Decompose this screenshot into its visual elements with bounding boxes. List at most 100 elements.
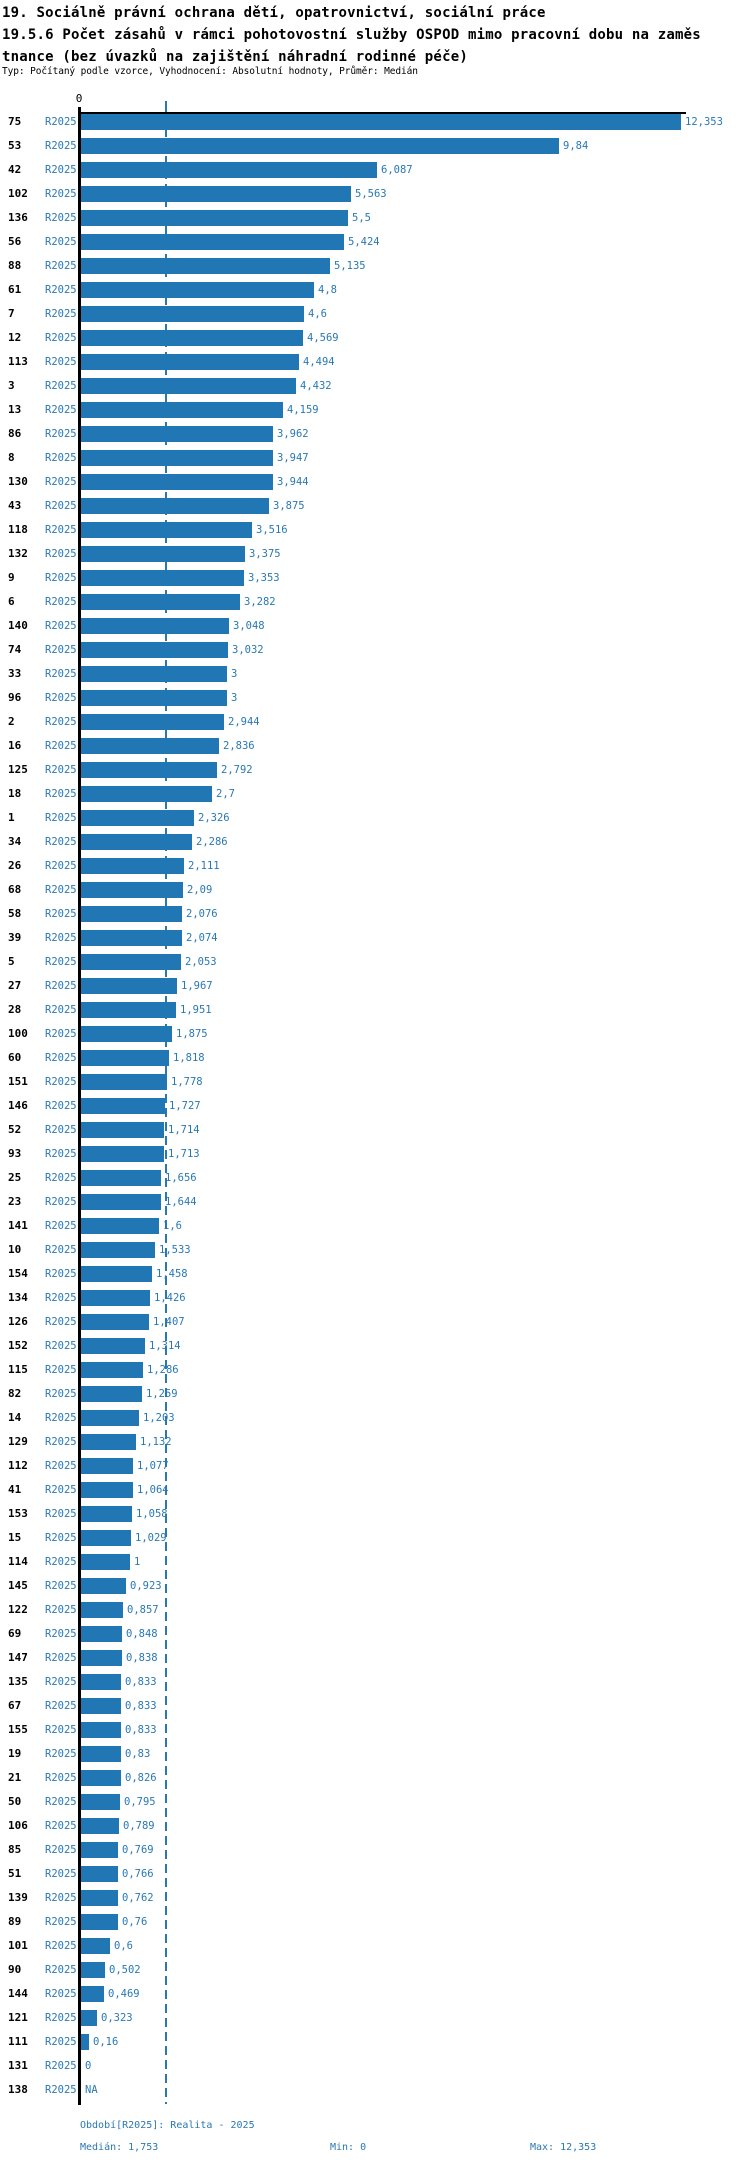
chart-row: 19 R2025 0,83 [0, 1742, 750, 1766]
chart-row: 90 R2025 0,502 [0, 1958, 750, 1982]
row-id-label: 69 [8, 1627, 22, 1640]
row-series-label: R2025 [45, 2036, 77, 2048]
bar-value-label: 1,259 [146, 1388, 178, 1400]
row-id-label: 1 [8, 811, 15, 824]
chart-row: 7 R2025 4,6 [0, 302, 750, 326]
bar-value-label: 1,714 [168, 1124, 200, 1136]
bar-value-label: 2,053 [185, 956, 217, 968]
row-id-label: 25 [8, 1171, 22, 1184]
row-series-label: R2025 [45, 1412, 77, 1424]
row-series-label: R2025 [45, 1388, 77, 1400]
chart-row: 8 R2025 3,947 [0, 446, 750, 470]
chart-row: 130 R2025 3,944 [0, 470, 750, 494]
chart-row: 114 R2025 1 [0, 1550, 750, 1574]
row-series-label: R2025 [45, 140, 77, 152]
chart-row: 118 R2025 3,516 [0, 518, 750, 542]
row-id-label: 130 [8, 475, 28, 488]
bar-value-label: 1,132 [140, 1436, 172, 1448]
bar-value-label: 3,875 [273, 500, 305, 512]
chart-row: 132 R2025 3,375 [0, 542, 750, 566]
chart-row: 106 R2025 0,789 [0, 1814, 750, 1838]
row-series-label: R2025 [45, 1364, 77, 1376]
row-id-label: 15 [8, 1531, 22, 1544]
chart-row: 34 R2025 2,286 [0, 830, 750, 854]
row-series-label: R2025 [45, 596, 77, 608]
row-id-label: 154 [8, 1267, 28, 1280]
chart-row: 112 R2025 1,077 [0, 1454, 750, 1478]
row-series-label: R2025 [45, 1628, 77, 1640]
chart-row: 51 R2025 0,766 [0, 1862, 750, 1886]
bar-value-label: 3,353 [248, 572, 280, 584]
row-series-label: R2025 [45, 1100, 77, 1112]
bar [81, 786, 212, 802]
bar-value-label: 1,426 [154, 1292, 186, 1304]
bar-value-label: 3,048 [233, 620, 265, 632]
bar-value-label: 1,029 [135, 1532, 167, 1544]
footer-median: Medián: 1,753 [80, 2142, 159, 2153]
row-id-label: 7 [8, 307, 15, 320]
row-id-label: 139 [8, 1891, 28, 1904]
chart-row: 100 R2025 1,875 [0, 1022, 750, 1046]
bar [81, 426, 273, 442]
chart-row: 6 R2025 3,282 [0, 590, 750, 614]
chart-title-line3: tnance (bez úvazků na zajištění náhradní… [2, 49, 468, 65]
bar-value-label: 3,516 [256, 524, 288, 536]
row-series-label: R2025 [45, 1052, 77, 1064]
bar [81, 1914, 118, 1930]
chart-row: 56 R2025 5,424 [0, 230, 750, 254]
row-id-label: 33 [8, 667, 22, 680]
bar-value-label: 1,058 [136, 1508, 168, 1520]
chart-row: 135 R2025 0,833 [0, 1670, 750, 1694]
bar-value-label: 3 [231, 668, 238, 680]
row-id-label: 126 [8, 1315, 28, 1328]
bar [81, 1266, 152, 1282]
row-id-label: 113 [8, 355, 28, 368]
row-series-label: R2025 [45, 452, 77, 464]
row-series-label: R2025 [45, 1868, 77, 1880]
bar [81, 858, 184, 874]
chart-row: 155 R2025 0,833 [0, 1718, 750, 1742]
bar [81, 1290, 150, 1306]
footer-max: Max: 12,353 [530, 2142, 597, 2153]
footer-min: Min: 0 [330, 2142, 367, 2153]
row-id-label: 106 [8, 1819, 28, 1832]
bar [81, 618, 229, 634]
chart-row: 154 R2025 1,458 [0, 1262, 750, 1286]
bar [81, 1986, 104, 2002]
row-id-label: 90 [8, 1963, 22, 1976]
bar [81, 330, 303, 346]
bar-value-label: 5,5 [352, 212, 371, 224]
bar-value-label: 12,353 [685, 116, 723, 128]
chart-row: 145 R2025 0,923 [0, 1574, 750, 1598]
row-series-label: R2025 [45, 1988, 77, 2000]
row-id-label: 19 [8, 1747, 22, 1760]
bar [81, 450, 273, 466]
row-id-label: 129 [8, 1435, 28, 1448]
bar-value-label: 2,09 [187, 884, 213, 896]
bar-value-label: 3,282 [244, 596, 276, 608]
bar [81, 210, 348, 226]
row-id-label: 68 [8, 883, 22, 896]
bar-value-label: 3,944 [277, 476, 309, 488]
bar [81, 1626, 122, 1642]
row-series-label: R2025 [45, 1796, 77, 1808]
row-series-label: R2025 [45, 860, 77, 872]
bar-value-label: 1,064 [137, 1484, 169, 1496]
bar [81, 1170, 161, 1186]
row-id-label: 43 [8, 499, 22, 512]
bar [81, 666, 227, 682]
row-id-label: 67 [8, 1699, 22, 1712]
row-id-label: 3 [8, 379, 15, 392]
row-id-label: 121 [8, 2011, 28, 2024]
row-id-label: 2 [8, 715, 15, 728]
median-tick [165, 101, 167, 112]
bar-value-label: 0,6 [114, 1940, 133, 1952]
bar [81, 834, 192, 850]
bar [81, 114, 681, 130]
chart-row: 5 R2025 2,053 [0, 950, 750, 974]
chart-row: 28 R2025 1,951 [0, 998, 750, 1022]
row-series-label: R2025 [45, 1316, 77, 1328]
bar-value-label: 0,848 [126, 1628, 158, 1640]
bar-value-label: 4,8 [318, 284, 337, 296]
chart-row: 101 R2025 0,6 [0, 1934, 750, 1958]
